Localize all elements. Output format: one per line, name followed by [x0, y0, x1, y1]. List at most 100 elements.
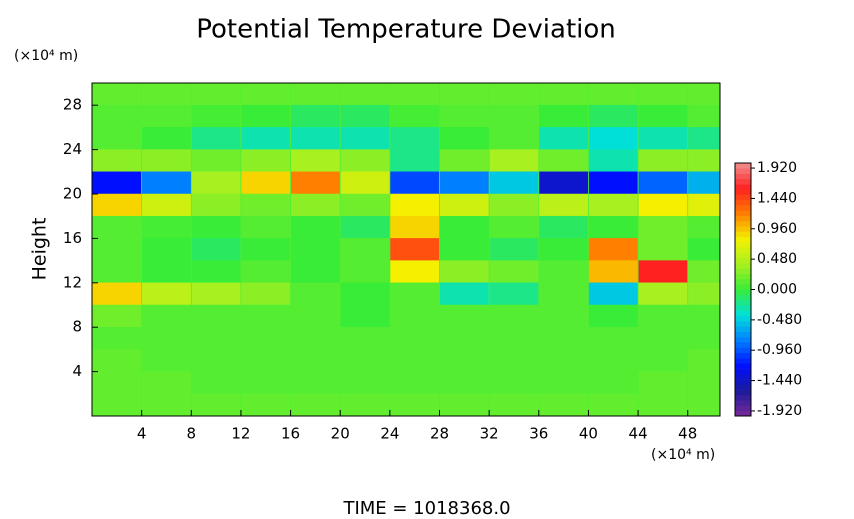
field-cell — [638, 282, 688, 306]
field-cell — [638, 326, 688, 350]
field-cell — [241, 215, 291, 239]
colorbar-band — [735, 315, 751, 322]
field-cell — [92, 82, 142, 106]
field-cell — [688, 82, 721, 106]
field-cell — [390, 260, 440, 284]
field-cell — [290, 304, 340, 328]
x-tick-label: 44 — [629, 425, 648, 443]
field-cell — [688, 371, 721, 395]
field-cell — [390, 127, 440, 150]
field-cell — [539, 304, 589, 328]
field-cell — [489, 82, 539, 106]
field-cell — [241, 371, 291, 395]
y-tick-label: 4 — [72, 362, 82, 380]
field-cell — [588, 171, 638, 195]
field-cell — [439, 238, 489, 261]
field-cell — [340, 304, 390, 328]
field-cell — [241, 260, 291, 284]
field-cell — [489, 193, 539, 217]
field-cell — [638, 82, 688, 106]
field-cell — [340, 371, 390, 395]
field-cell — [290, 371, 340, 395]
colorbar-band — [735, 268, 751, 274]
field-cell — [390, 326, 440, 350]
field-cell — [439, 260, 489, 284]
field-cell — [390, 149, 440, 173]
colorbar-band — [735, 379, 751, 385]
y-tick-label: 8 — [72, 318, 82, 336]
field-cell — [142, 104, 191, 128]
field-cell — [489, 104, 539, 128]
field-cell — [191, 260, 241, 284]
colorbar-band — [735, 342, 751, 348]
field-cell — [588, 82, 638, 106]
field-cell — [290, 238, 340, 261]
field-cell — [638, 349, 688, 372]
colorbar-band — [735, 289, 751, 296]
colorbar-band — [735, 215, 751, 222]
field-cell — [142, 326, 191, 350]
field-cell — [191, 238, 241, 261]
field-cell — [439, 82, 489, 106]
field-cell — [489, 127, 539, 150]
field-cell — [688, 326, 721, 350]
field-cell — [92, 349, 142, 372]
field-cell — [340, 82, 390, 106]
field-cell — [539, 104, 589, 128]
colorbar-band — [735, 326, 751, 332]
field-cell — [439, 371, 489, 395]
field-cell — [191, 393, 241, 417]
field-cell — [539, 393, 589, 417]
field-cell — [588, 326, 638, 350]
field-cell — [390, 171, 440, 195]
field-cell — [588, 215, 638, 239]
field-cell — [539, 260, 589, 284]
field-cell — [539, 82, 589, 106]
field-cell — [290, 193, 340, 217]
field-cell — [539, 326, 589, 350]
x-tick-label: 32 — [480, 425, 499, 443]
y-tick-label: 24 — [63, 140, 82, 158]
colorbar-band — [735, 178, 751, 185]
x-tick-label: 40 — [579, 425, 598, 443]
colorbar-tick-label: 1.440 — [757, 190, 797, 206]
colorbar-band — [735, 189, 751, 195]
field-cell — [241, 326, 291, 350]
colorbar-band — [735, 300, 751, 306]
field-cell — [638, 193, 688, 217]
field-cell — [439, 215, 489, 239]
field-cell — [439, 149, 489, 173]
colorbar-tick-label: -1.920 — [757, 403, 802, 419]
colorbar-tick-label: -0.960 — [757, 342, 802, 358]
colorbar-tick-label: 0.960 — [757, 221, 797, 237]
field-cell — [290, 393, 340, 417]
field-cell — [588, 127, 638, 150]
field-cell — [390, 371, 440, 395]
field-cell — [489, 215, 539, 239]
field-cell — [340, 193, 390, 217]
field-cell — [241, 149, 291, 173]
field-cell — [191, 349, 241, 372]
field-cell — [688, 104, 721, 128]
field-cell — [92, 127, 142, 150]
field-cell — [290, 260, 340, 284]
field-cell — [638, 260, 688, 284]
field-cell — [191, 149, 241, 173]
x-tick-label: 48 — [678, 425, 697, 443]
colorbar-tick-label: 1.920 — [757, 160, 797, 176]
field-cell — [588, 149, 638, 173]
colorbar-tick-label: 0.000 — [757, 282, 797, 298]
colorbar: 1.920 1.440 0.960 0.480 0.000 -0.480 -0.960 -1.… — [734, 160, 802, 419]
field-cell — [688, 171, 721, 195]
colorbar-band — [735, 257, 751, 264]
field-cell — [489, 304, 539, 328]
field-cell — [688, 304, 721, 328]
field-cell — [390, 349, 440, 372]
colorbar-band — [735, 331, 751, 338]
colorbar-tick-label: -0.480 — [757, 312, 802, 328]
field-cell — [439, 393, 489, 417]
field-cell — [340, 104, 390, 128]
field-cell — [290, 326, 340, 350]
field-cell — [142, 82, 191, 106]
